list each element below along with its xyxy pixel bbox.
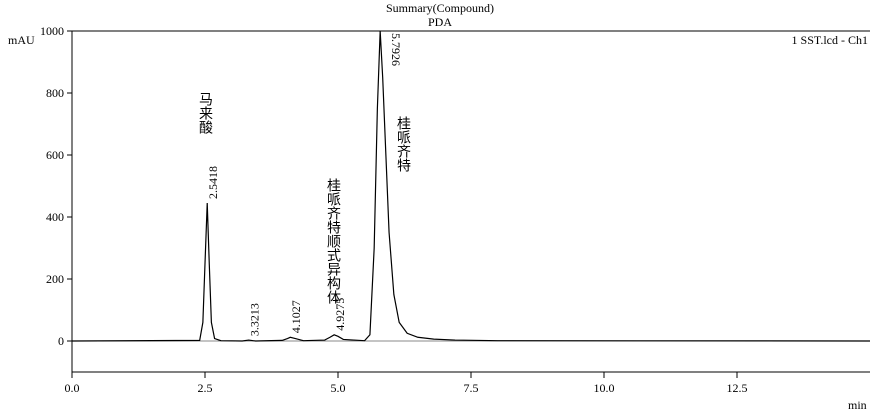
peak-label: 4.1027 (289, 300, 303, 333)
x-tick-label: 5.0 (331, 381, 346, 395)
y-axis-label: mAU (8, 33, 35, 47)
compound-label: 马来酸 (197, 92, 213, 134)
x-tick-label: 0.0 (65, 381, 80, 395)
compound-label: 桂哌齐特 (395, 116, 411, 172)
chart-title: Summary(Compound) (386, 1, 494, 15)
y-tick-label: 800 (46, 86, 64, 100)
chart-subtitle: PDA (428, 15, 452, 29)
y-tick-label: 200 (46, 272, 64, 286)
y-tick-label: 600 (46, 148, 64, 162)
x-tick-label: 2.5 (198, 381, 213, 395)
peak-label: 3.3213 (248, 303, 262, 336)
trace (72, 31, 870, 342)
x-tick-label: 7.5 (464, 381, 479, 395)
peak-label: 5.7926 (389, 33, 403, 66)
x-axis-label: min (848, 398, 867, 412)
peak-label: 4.9275 (333, 298, 347, 331)
y-tick-label: 1000 (40, 24, 64, 38)
y-tick-label: 400 (46, 210, 64, 224)
x-tick-label: 10.0 (594, 381, 615, 395)
y-tick-label: 0 (58, 334, 64, 348)
x-tick-label: 12.5 (727, 381, 748, 395)
peak-label: 2.5418 (206, 166, 220, 199)
legend-entry: 1 SST.lcd - Ch1 (792, 33, 868, 47)
compound-label: 桂哌齐特顺式异构体 (325, 178, 341, 304)
